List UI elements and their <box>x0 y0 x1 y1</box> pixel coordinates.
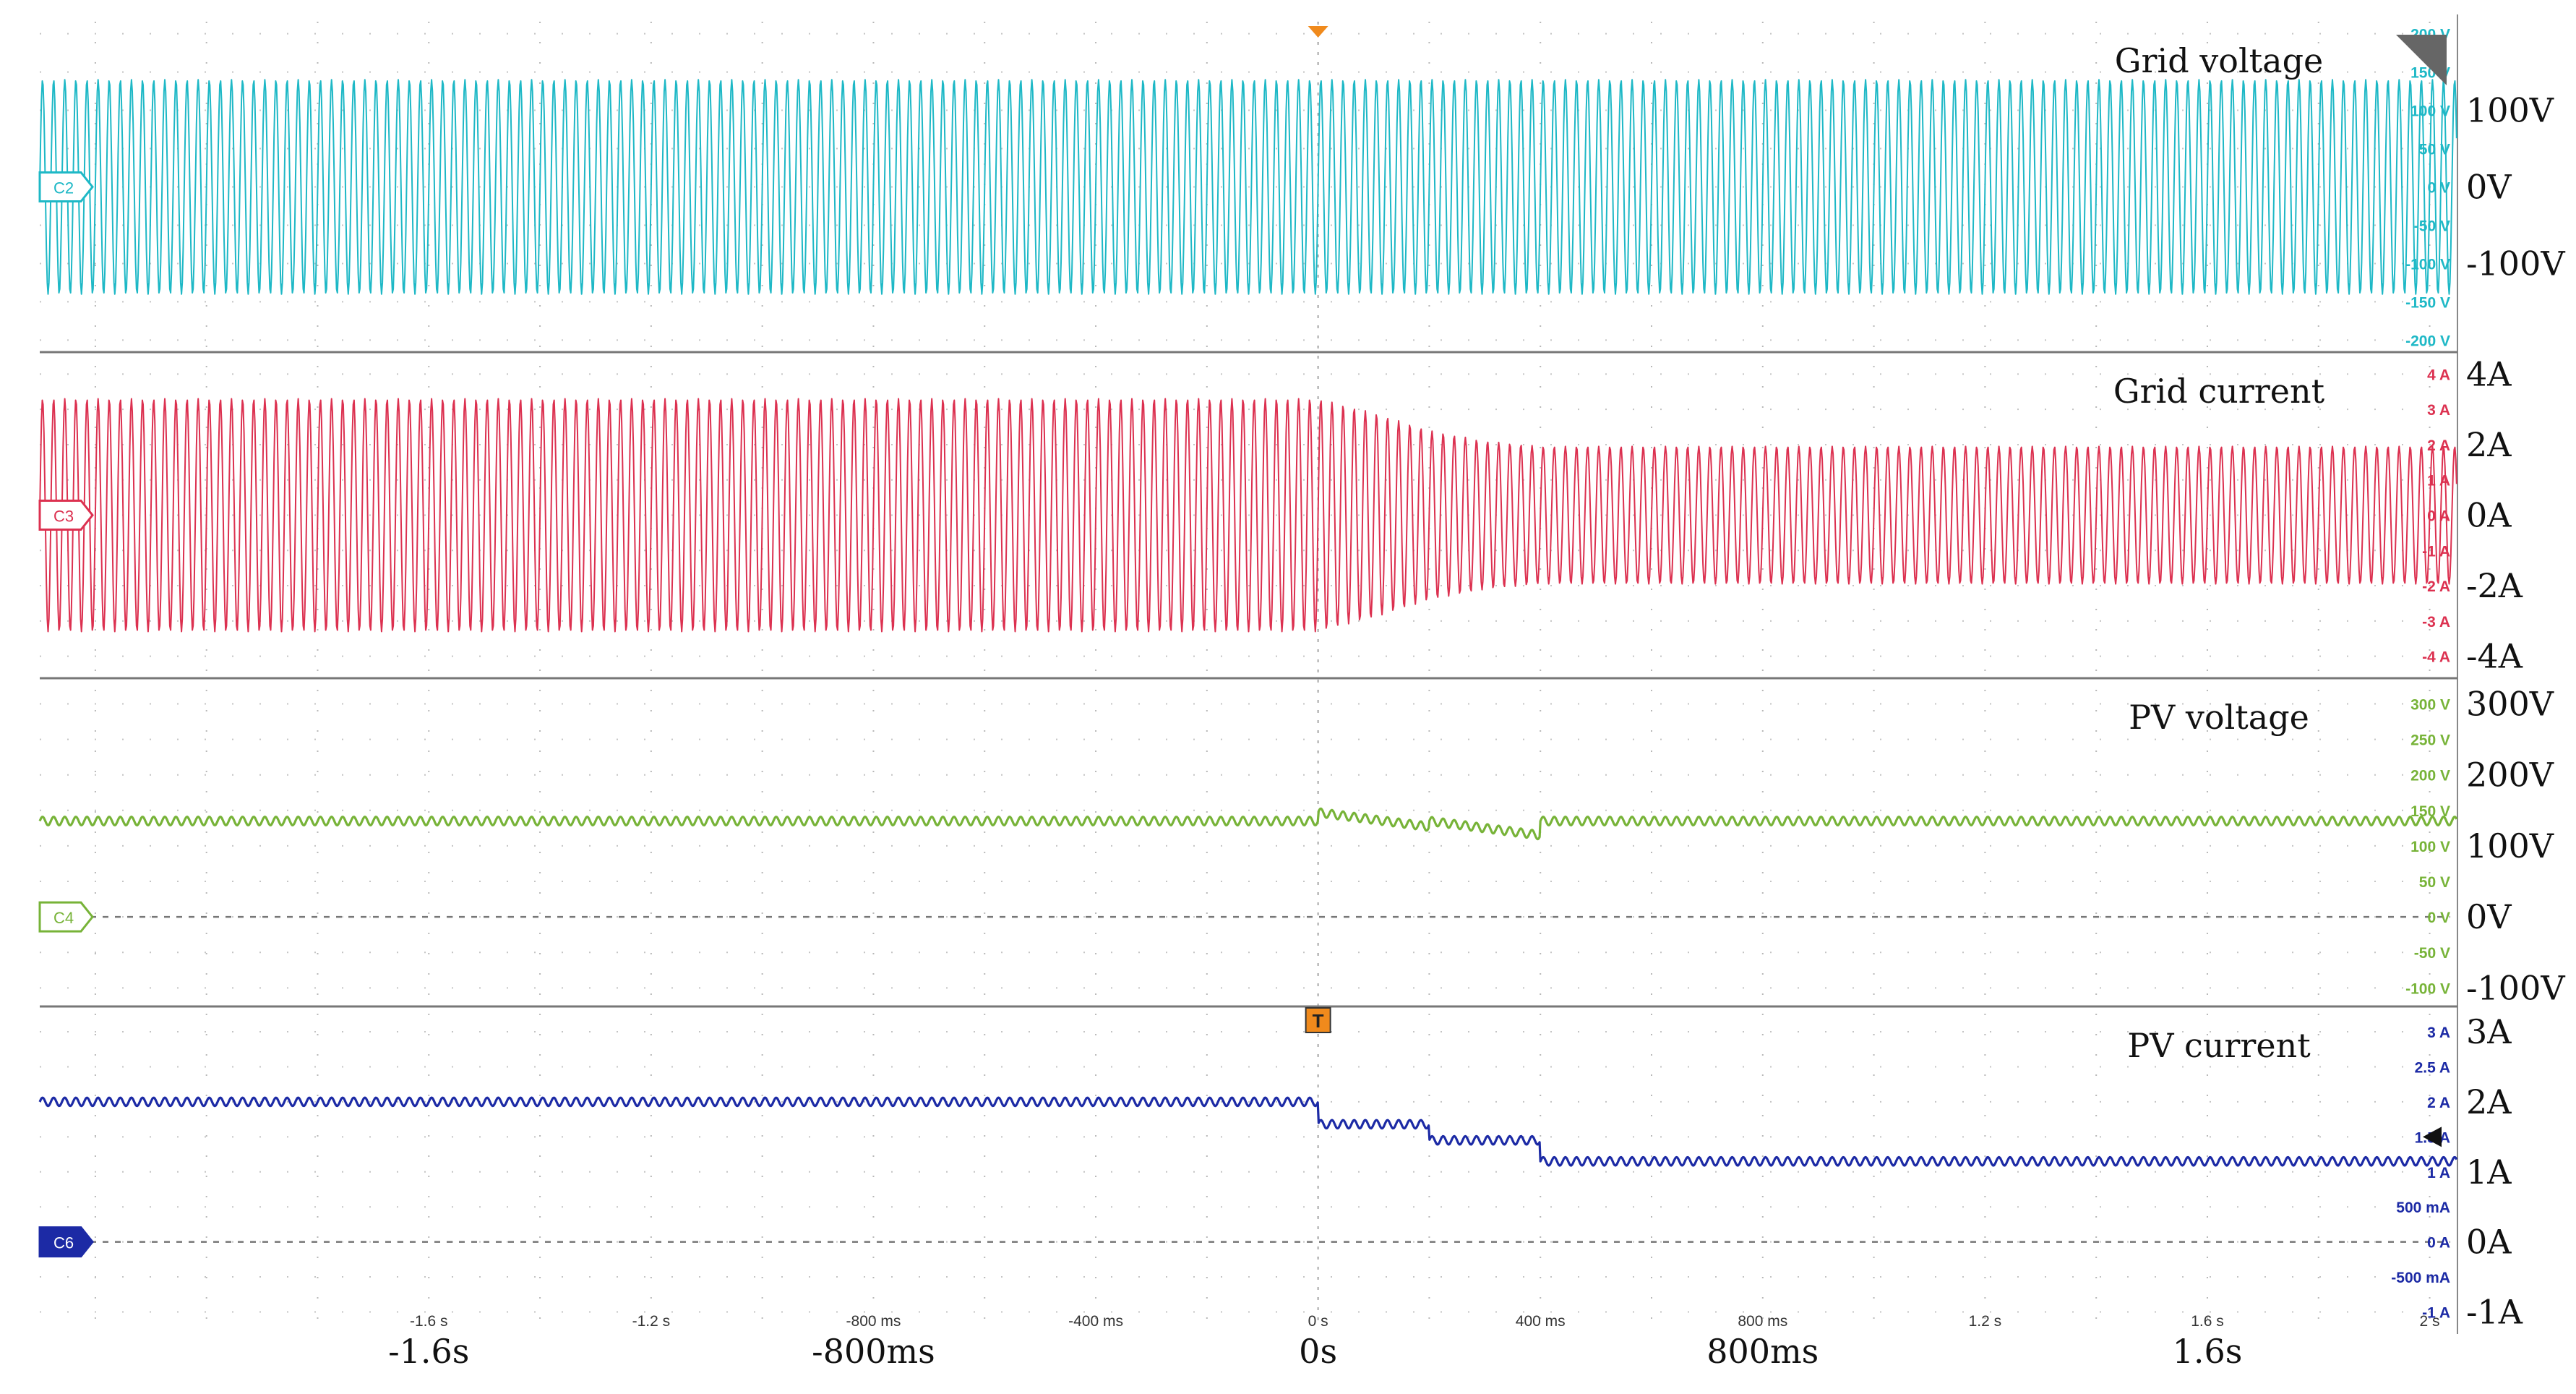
time-tick-label: 1.6 s <box>2191 1313 2224 1330</box>
zoom-corner-icon <box>2396 35 2447 85</box>
time-tick-label: 0 s <box>1308 1313 1328 1330</box>
channel-label: C4 <box>53 909 74 927</box>
axis-value-label: 100V <box>2466 91 2554 130</box>
waveform-c4 <box>38 807 2458 841</box>
scope-scale-label: -1 A <box>2422 1304 2450 1321</box>
axis-value-label: 0A <box>2466 496 2512 535</box>
axis-value-label: 2A <box>2466 1082 2512 1121</box>
scope-scale-label: 250 V <box>2410 732 2450 749</box>
scope-scale-label: 200 V <box>2410 768 2450 784</box>
trigger-label: T <box>1313 1010 1324 1032</box>
scope-scale-label: 0 V <box>2427 180 2450 197</box>
panel-c3: C3 Grid current 4 A 3 A 2 A 1 A 0 A -1 A -2 A -3 … <box>38 354 2523 680</box>
axis-value-label: -2A <box>2466 566 2523 605</box>
axis-value-label: 4A <box>2466 354 2512 393</box>
axis-value-label: -1A <box>2466 1292 2523 1331</box>
axis-value-label: -100V <box>2466 968 2565 1007</box>
time-tick-label: 2 s <box>2420 1313 2440 1330</box>
time-axis-label: 1.6s <box>2173 1332 2243 1371</box>
scope-scale-label: 300 V <box>2410 696 2450 713</box>
time-axis-label: 800ms <box>1706 1332 1819 1371</box>
channel-marker-c2 <box>38 171 94 202</box>
panel-title: Grid current <box>2113 372 2325 411</box>
panel-title: PV current <box>2127 1026 2311 1065</box>
time-axis-label: -1.6s <box>388 1332 469 1371</box>
scope-scale-label: 0 A <box>2427 1235 2450 1252</box>
scope-scale-label: -4 A <box>2422 649 2450 666</box>
axis-value-label: 1A <box>2466 1153 2512 1192</box>
scope-scale-label: 2 A <box>2427 437 2450 454</box>
channel-marker-c3 <box>38 500 94 531</box>
time-tick-label: -400 ms <box>1068 1313 1123 1330</box>
scope-scale-label: 1 A <box>2427 473 2450 489</box>
scope-scale-label: 100 V <box>2410 839 2450 855</box>
scope-scale-label: -100 V <box>2405 256 2450 273</box>
scope-scale-label: 0 V <box>2427 910 2450 926</box>
channel-label: C6 <box>53 1234 74 1252</box>
scope-scale-label: 150 V <box>2410 803 2450 820</box>
axis-value-label: 100V <box>2466 826 2554 865</box>
scope-scale-label: 100 V <box>2410 103 2450 120</box>
scope-scale-label: -200 V <box>2405 333 2450 349</box>
time-tick-label: 1.2 s <box>1969 1313 2002 1330</box>
waveform-c6 <box>38 1096 2458 1167</box>
axis-value-label: 0V <box>2466 897 2512 936</box>
scope-scale-label: 4 A <box>2427 367 2450 383</box>
scope-scale-label: 2.5 A <box>2415 1059 2450 1076</box>
axis-value-label: 0V <box>2466 168 2512 207</box>
waveform-c3 <box>39 398 2457 633</box>
channel-marker-c6 <box>38 1226 94 1258</box>
scope-scale-label: -3 A <box>2422 614 2450 630</box>
scope-scale-label: -1 A <box>2422 543 2450 560</box>
axis-value-label: 3A <box>2466 1012 2512 1051</box>
scope-scale-label: 50 V <box>2419 142 2450 158</box>
axis-value-label: -4A <box>2466 637 2523 676</box>
channel-label: C2 <box>53 179 74 197</box>
axis-value-label: 0A <box>2466 1223 2512 1262</box>
panel-title: Grid voltage <box>2115 41 2324 80</box>
axis-value-label: 200V <box>2466 756 2554 795</box>
scope-scale-label: -100 V <box>2405 980 2450 997</box>
scope-scale-label: 3 A <box>2427 402 2450 419</box>
axis-value-label: 300V <box>2466 684 2554 723</box>
scope-scale-label: -500 mA <box>2391 1270 2450 1286</box>
time-axis-label: 0s <box>1299 1332 1337 1371</box>
time-tick-label: -1.6 s <box>410 1313 448 1330</box>
panel-c4: C4 PV voltage 300 V 250 V 200 V 150 V 100 V 50 … <box>38 684 2565 1008</box>
scope-scale-label: -2 A <box>2422 578 2450 595</box>
time-tick-label: -800 ms <box>846 1313 901 1330</box>
trigger-marker-icon: T <box>1305 1007 1331 1033</box>
trigger-level-icon <box>2423 1126 2442 1147</box>
time-tick-label: 400 ms <box>1516 1313 1566 1330</box>
time-axis-label: -800ms <box>812 1332 935 1371</box>
trigger-position-icon <box>1308 26 1328 38</box>
scope-scale-label: 1 A <box>2427 1165 2450 1181</box>
scope-scale-label: 3 A <box>2427 1025 2450 1041</box>
channel-label: C3 <box>53 508 74 526</box>
axis-value-label: 2A <box>2466 425 2512 464</box>
axis-value-label: -100V <box>2466 244 2565 283</box>
time-tick-label: -1.2 s <box>632 1313 671 1330</box>
time-axis: -1.6 s -1.2 s -800 ms -400 ms 0 s 400 ms 800 m… <box>388 1313 2439 1371</box>
scope-scale-label: 50 V <box>2419 874 2450 891</box>
scope-scale-label: -150 V <box>2405 294 2450 311</box>
scope-scale-label: 0 A <box>2427 508 2450 525</box>
scope-scale-label: 500 mA <box>2396 1200 2450 1216</box>
trigger-badge <box>1305 1007 1331 1033</box>
time-tick-label: 800 ms <box>1738 1313 1787 1330</box>
scope-scale-label: -50 V <box>2414 218 2450 234</box>
scope-scale-label: -50 V <box>2414 945 2450 962</box>
panel-title: PV voltage <box>2129 698 2309 737</box>
waveform-c2 <box>39 79 2457 295</box>
channel-marker-c4 <box>38 901 94 933</box>
scope-scale-label: 2 A <box>2427 1095 2450 1111</box>
